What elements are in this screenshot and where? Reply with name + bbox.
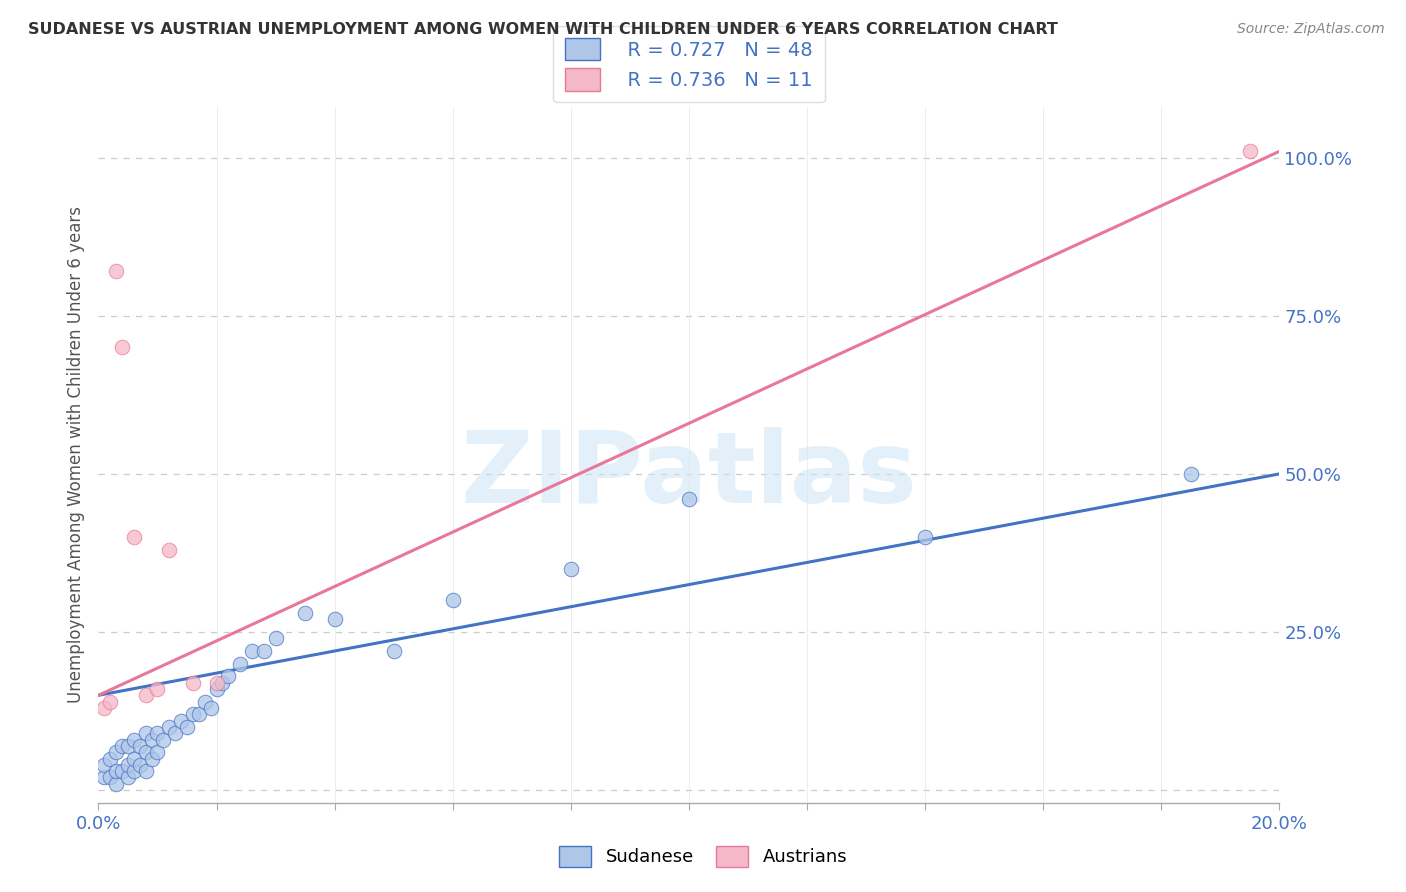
Point	[294, 606, 316, 620]
Point	[170, 714, 193, 728]
Legend:   R = 0.727   N = 48,   R = 0.736   N = 11: R = 0.727 N = 48, R = 0.736 N = 11	[553, 26, 825, 103]
Point	[176, 720, 198, 734]
Point	[146, 726, 169, 740]
Point	[165, 726, 187, 740]
Point	[146, 681, 169, 696]
Point	[122, 764, 145, 779]
Point	[187, 707, 209, 722]
Point	[240, 644, 263, 658]
Point	[105, 745, 128, 759]
Point	[141, 732, 163, 747]
Point	[200, 701, 222, 715]
Point	[1180, 467, 1202, 481]
Point	[111, 340, 134, 354]
Point	[117, 771, 139, 785]
Point	[146, 745, 169, 759]
Legend: Sudanese, Austrians: Sudanese, Austrians	[551, 838, 855, 874]
Point	[141, 751, 163, 765]
Point	[117, 739, 139, 753]
Point	[181, 675, 204, 690]
Point	[122, 751, 145, 765]
Point	[914, 530, 936, 544]
Point	[181, 707, 204, 722]
Point	[678, 492, 700, 507]
Point	[98, 751, 121, 765]
Point	[128, 757, 150, 772]
Text: Source: ZipAtlas.com: Source: ZipAtlas.com	[1237, 22, 1385, 37]
Point	[205, 675, 228, 690]
Point	[229, 657, 252, 671]
Point	[93, 701, 115, 715]
Point	[211, 675, 233, 690]
Point	[194, 695, 217, 709]
Point	[205, 681, 228, 696]
Point	[105, 764, 128, 779]
Point	[105, 264, 128, 278]
Point	[135, 745, 157, 759]
Point	[253, 644, 276, 658]
Text: SUDANESE VS AUSTRIAN UNEMPLOYMENT AMONG WOMEN WITH CHILDREN UNDER 6 YEARS CORREL: SUDANESE VS AUSTRIAN UNEMPLOYMENT AMONG …	[28, 22, 1057, 37]
Point	[441, 593, 464, 607]
Point	[122, 732, 145, 747]
Point	[117, 757, 139, 772]
Point	[93, 757, 115, 772]
Point	[157, 542, 180, 557]
Text: ZIPatlas: ZIPatlas	[461, 427, 917, 524]
Point	[105, 777, 128, 791]
Point	[1239, 145, 1261, 159]
Point	[111, 739, 134, 753]
Point	[264, 632, 287, 646]
Point	[135, 688, 157, 702]
Point	[93, 771, 115, 785]
Point	[382, 644, 405, 658]
Point	[135, 764, 157, 779]
Point	[122, 530, 145, 544]
Point	[98, 695, 121, 709]
Point	[111, 764, 134, 779]
Point	[128, 739, 150, 753]
Point	[135, 726, 157, 740]
Y-axis label: Unemployment Among Women with Children Under 6 years: Unemployment Among Women with Children U…	[66, 206, 84, 704]
Point	[560, 562, 582, 576]
Point	[323, 612, 346, 626]
Point	[152, 732, 174, 747]
Point	[217, 669, 239, 683]
Point	[157, 720, 180, 734]
Point	[98, 771, 121, 785]
